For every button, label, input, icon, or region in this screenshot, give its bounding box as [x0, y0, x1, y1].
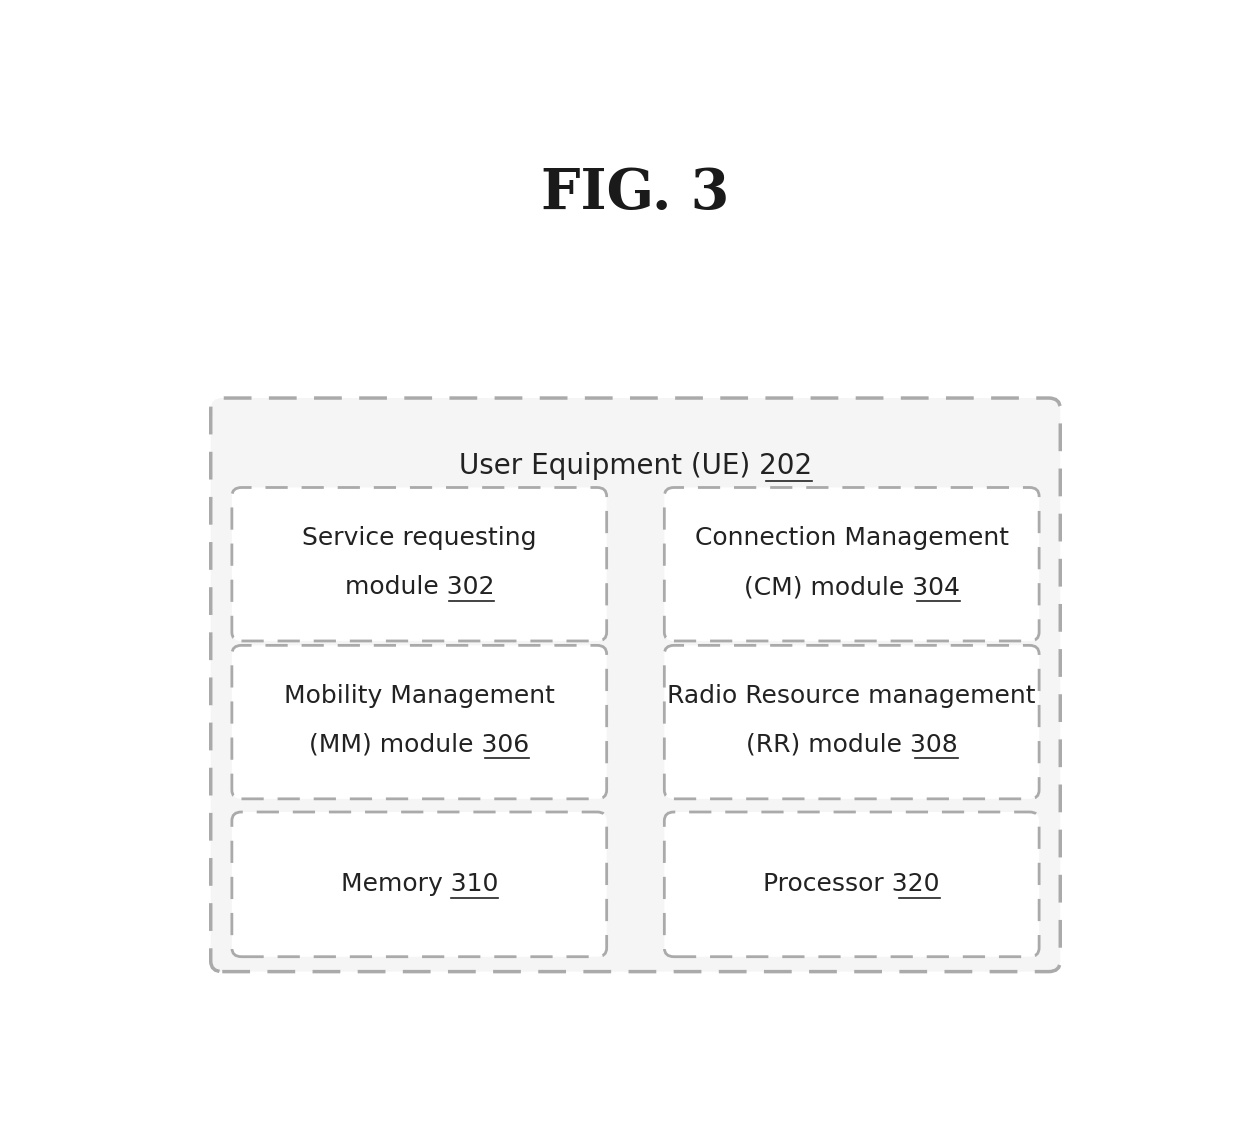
- Text: Mobility Management: Mobility Management: [284, 683, 554, 707]
- Text: module 302: module 302: [345, 575, 494, 599]
- FancyBboxPatch shape: [232, 812, 606, 957]
- Text: (CM) module 304: (CM) module 304: [744, 575, 960, 599]
- Text: Connection Management: Connection Management: [694, 526, 1008, 550]
- Text: Radio Resource management: Radio Resource management: [667, 683, 1035, 707]
- FancyBboxPatch shape: [665, 487, 1039, 641]
- FancyBboxPatch shape: [665, 812, 1039, 957]
- FancyBboxPatch shape: [232, 646, 606, 798]
- Text: FIG. 3: FIG. 3: [542, 166, 729, 221]
- Text: (MM) module 306: (MM) module 306: [309, 732, 529, 757]
- Text: (RR) module 308: (RR) module 308: [745, 732, 957, 757]
- FancyBboxPatch shape: [211, 398, 1060, 972]
- Text: Service requesting: Service requesting: [303, 526, 537, 550]
- Text: Memory 310: Memory 310: [341, 872, 498, 896]
- Text: Processor 320: Processor 320: [764, 872, 940, 896]
- FancyBboxPatch shape: [665, 646, 1039, 798]
- Text: User Equipment (UE) 202: User Equipment (UE) 202: [459, 451, 812, 480]
- FancyBboxPatch shape: [232, 487, 606, 641]
